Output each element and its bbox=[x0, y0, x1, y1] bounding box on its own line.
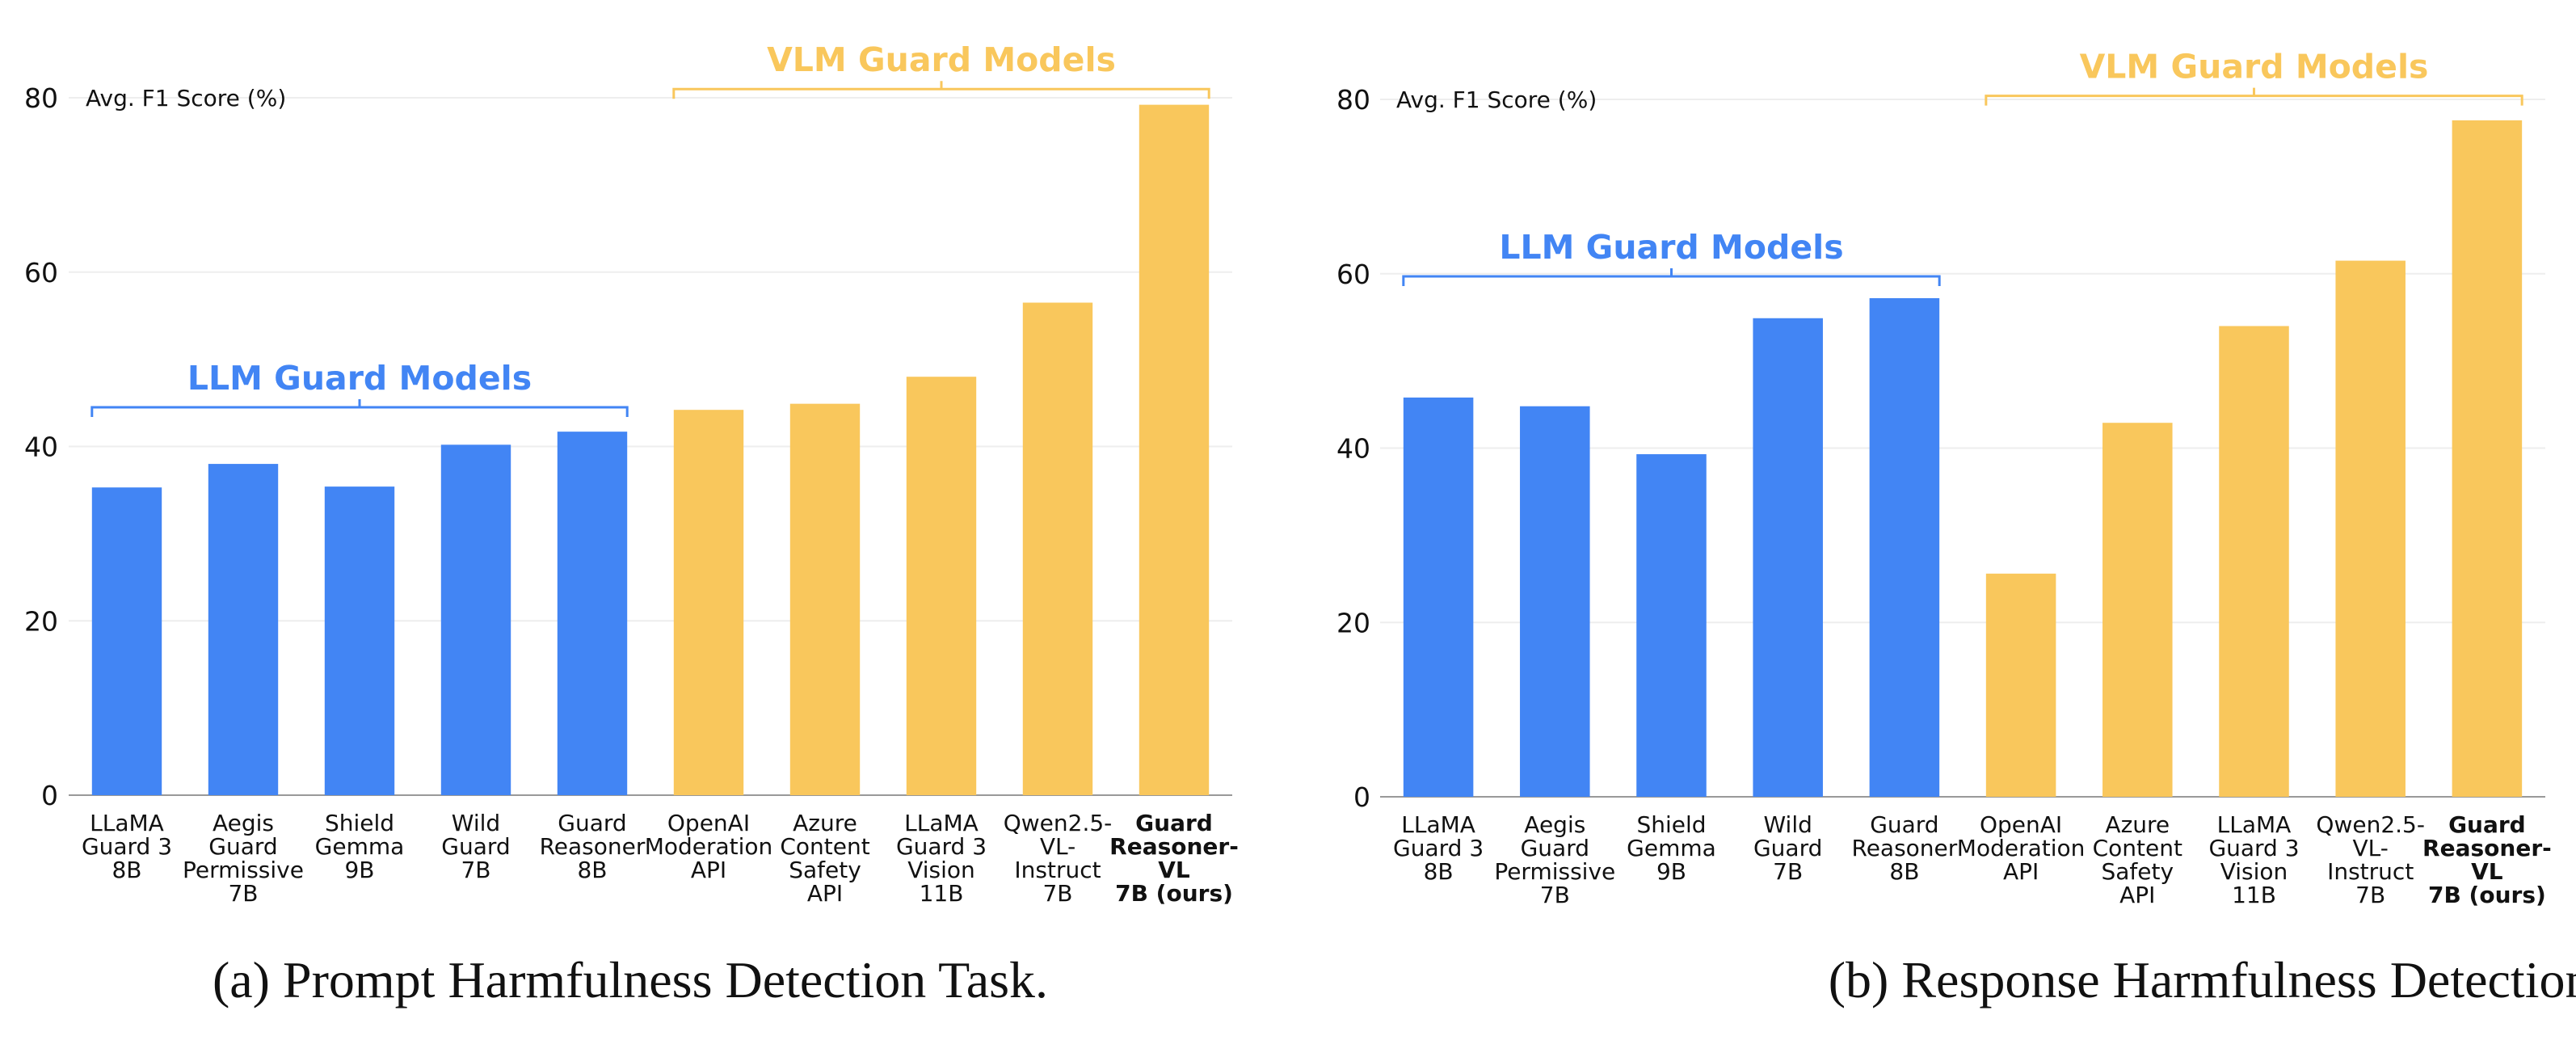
group-label: LLM Guard Models bbox=[1499, 228, 1843, 267]
group-bracket bbox=[90, 398, 629, 417]
x-tick-label: LLaMA Guard 3 Vision 11B bbox=[2208, 811, 2299, 908]
bar bbox=[557, 432, 628, 795]
bar bbox=[2335, 260, 2406, 798]
bar bbox=[440, 444, 511, 795]
y-tick-label: 60 bbox=[1336, 259, 1370, 290]
y-tick-label: 80 bbox=[24, 82, 58, 114]
group-bracket bbox=[1985, 87, 2523, 106]
bar bbox=[2102, 423, 2173, 797]
x-tick-label: Qwen2.5-VL-Instruct 7B bbox=[2316, 811, 2425, 908]
bar bbox=[1985, 573, 2056, 797]
y-axis-label: Avg. F1 Score (%) bbox=[1396, 86, 1597, 113]
x-tick-label: Wild Guard 7B bbox=[441, 810, 510, 883]
y-tick-label: 40 bbox=[24, 432, 58, 463]
x-tick-label: Aegis Guard Permissive 7B bbox=[1494, 811, 1615, 908]
bar bbox=[1022, 302, 1093, 796]
bar bbox=[208, 464, 279, 795]
y-tick-label: 20 bbox=[24, 605, 58, 637]
bar bbox=[789, 403, 861, 795]
bar bbox=[1869, 297, 1940, 798]
bar bbox=[1403, 397, 1474, 797]
group-bracket bbox=[1402, 267, 1941, 286]
x-tick-label: LLaMA Guard 3 Vision 11B bbox=[896, 810, 987, 907]
bar bbox=[1753, 318, 1823, 797]
x-tick-label: Azure Content Safety API bbox=[780, 810, 869, 907]
bar bbox=[2452, 120, 2523, 797]
bar bbox=[324, 486, 395, 795]
x-tick-label: OpenAI Moderation API bbox=[645, 810, 773, 883]
x-tick-label: Aegis Guard Permissive 7B bbox=[183, 810, 304, 907]
bar bbox=[2219, 326, 2289, 798]
x-tick-label: Guard Reasoner-VL 7B (ours) bbox=[2422, 811, 2552, 908]
group-bracket bbox=[672, 81, 1210, 99]
bar bbox=[91, 487, 162, 795]
x-tick-label: Shield Gemma 9B bbox=[315, 810, 405, 883]
x-tick-label: Qwen2.5-VL-Instruct 7B bbox=[1004, 810, 1113, 907]
x-tick-label: Guard Reasoner 8B bbox=[540, 810, 646, 883]
bar bbox=[906, 377, 977, 795]
x-tick-label: Shield Gemma 9B bbox=[1627, 811, 1716, 885]
x-tick-label: Azure Content Safety API bbox=[2093, 811, 2182, 908]
x-tick-label: LLaMA Guard 3 8B bbox=[82, 810, 172, 883]
panel-response-harmfulness: 0 20 40 60 80 Avg. F1 Score (%) LLaMA Guard 3 8B… bbox=[1336, 48, 2576, 1009]
x-tick-label: OpenAI Moderation API bbox=[1957, 811, 2086, 885]
bar bbox=[1636, 454, 1707, 797]
x-tick-label: LLaMA Guard 3 8B bbox=[1393, 811, 1484, 885]
x-tick-label: Wild Guard 7B bbox=[1753, 811, 1822, 885]
y-axis-label: Avg. F1 Score (%) bbox=[86, 85, 286, 112]
group-label: VLM Guard Models bbox=[767, 40, 1116, 79]
panel-prompt-harmfulness: 0 20 40 60 80 Avg. F1 Score (%) LLaMA Guard 3 8B… bbox=[24, 40, 1239, 1009]
group-label: VLM Guard Models bbox=[2080, 48, 2429, 86]
y-tick-label: 20 bbox=[1336, 607, 1370, 638]
bar bbox=[673, 410, 744, 795]
x-tick-label: Guard Reasoner-VL 7B (ours) bbox=[1109, 810, 1239, 907]
panel-caption: (a) Prompt Harmfulness Detection Task. bbox=[213, 951, 1048, 1009]
group-label: LLM Guard Models bbox=[187, 359, 532, 398]
y-tick-label: 60 bbox=[24, 257, 58, 288]
y-tick-label: 0 bbox=[41, 780, 58, 811]
bar bbox=[1139, 104, 1210, 795]
panel-caption: (b) Response Harmfulness Detection Task. bbox=[1829, 951, 2576, 1009]
y-tick-label: 40 bbox=[1336, 433, 1370, 465]
y-tick-label: 80 bbox=[1336, 84, 1370, 116]
bar bbox=[1520, 406, 1590, 797]
x-tick-label: Guard Reasoner 8B bbox=[1852, 811, 1958, 885]
y-tick-label: 0 bbox=[1353, 781, 1370, 813]
